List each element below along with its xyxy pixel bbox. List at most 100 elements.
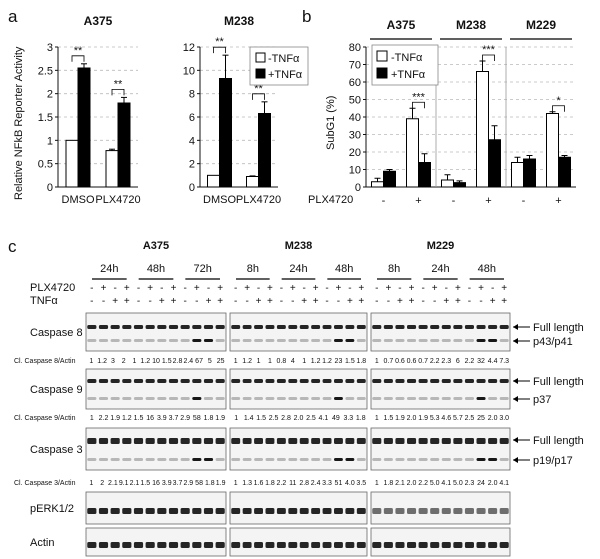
chart-b-bar <box>441 179 454 188</box>
blot-band <box>345 508 355 514</box>
blot-tnf-sign: - <box>291 296 294 307</box>
blot-plx-sign: - <box>325 283 328 294</box>
blot-band <box>322 438 332 444</box>
blot-band <box>192 379 202 383</box>
blot-tnf-sign: - <box>387 296 390 307</box>
blot-band <box>311 458 321 461</box>
quant-value: 1.4 <box>244 415 254 422</box>
blot-band <box>441 397 451 400</box>
blot-right-label: Full length <box>533 435 584 447</box>
blot-tnf-sign: + <box>490 296 496 307</box>
blot-band <box>265 339 275 342</box>
blot-band <box>87 508 97 514</box>
blot-band <box>488 542 498 548</box>
blot-band <box>265 458 275 461</box>
quant-value: 1.9 <box>215 415 225 422</box>
blot-timepoint-label: 72h <box>193 263 211 275</box>
blot-band <box>407 438 417 444</box>
chart-b-bar <box>511 162 524 188</box>
panel-a-ylabel: Relative NFkB Reporter Activity <box>13 46 25 200</box>
quant-value: 2.1 <box>108 480 118 487</box>
blot-band <box>215 438 225 444</box>
panel-b-ylabel: SubG1 (%) <box>325 96 337 150</box>
blot-band <box>418 397 428 400</box>
quant-value: 1 <box>268 358 272 365</box>
quant-value: 2.8 <box>173 358 183 365</box>
blot-band <box>276 379 286 383</box>
m238-bar <box>246 176 259 188</box>
blot-plx-sign: + <box>194 283 200 294</box>
blot-band <box>372 458 382 461</box>
blot-band <box>488 397 498 400</box>
quant-value: 4.4 <box>488 358 498 365</box>
quant-value: 1.9 <box>110 415 120 422</box>
a375-sig-bracket <box>111 89 125 96</box>
quant-value: 1.8 <box>384 480 394 487</box>
blot-band <box>453 438 463 444</box>
quant-value: 3.7 <box>169 415 179 422</box>
blot-band <box>453 325 463 329</box>
chart-b-bar <box>383 170 396 188</box>
blot-plx-sign: - <box>90 283 93 294</box>
chart-b-xtick-label: - <box>522 195 526 207</box>
quant-value: 2.2 <box>418 480 428 487</box>
chart-b-ytick-label: 80 <box>349 42 361 54</box>
blot-band <box>476 397 486 400</box>
blot-tnf-sign: - <box>421 296 424 307</box>
a375-bar <box>105 150 119 188</box>
chart-a-m238: M238 0 2 4 6 8 10 12 DMSO ** PLX4720 ** <box>183 14 281 206</box>
blot-membrane <box>370 427 511 471</box>
blot-band <box>299 438 309 444</box>
blot-right-label: Full length <box>533 322 584 334</box>
quant-value: 2.2 <box>277 480 287 487</box>
blot-membrane <box>370 491 511 525</box>
blot-plx-sign: + <box>244 283 250 294</box>
blot-timepoint-label: 24h <box>431 263 449 275</box>
m238-bar <box>219 78 232 188</box>
blot-band <box>441 542 451 548</box>
quant-value: 2.9 <box>183 480 193 487</box>
blot-band <box>157 325 167 329</box>
blot-band <box>356 339 366 342</box>
blot-band <box>122 339 132 342</box>
blot-tnf-sign: - <box>325 296 328 307</box>
blot-band <box>276 542 286 548</box>
blot-tnf-sign: - <box>468 296 471 307</box>
blot-tnf-sign: + <box>112 296 118 307</box>
chart-b-group-title: M238 <box>456 18 486 32</box>
blot-timepoint-label: 8h <box>247 263 259 275</box>
chart-b-bar <box>371 181 384 188</box>
blot-band <box>395 397 405 400</box>
blot-band <box>430 339 440 342</box>
blot-band <box>383 339 393 342</box>
blot-band <box>356 458 366 461</box>
blot-cell-title: A375 <box>143 240 169 252</box>
quant-value: 1 <box>234 415 238 422</box>
quant-value: 49 <box>332 415 340 422</box>
blot-band <box>372 508 382 514</box>
quant-value: 1.5 <box>134 415 144 422</box>
legend-b-label: -TNFα <box>391 52 423 64</box>
blot-band <box>464 397 474 400</box>
blot-band <box>322 397 332 400</box>
blot-band <box>356 325 366 329</box>
blot-membrane <box>229 368 368 410</box>
quant-value: 2.2 <box>465 358 475 365</box>
blot-band <box>395 542 405 548</box>
quant-value: 2.3 <box>465 480 475 487</box>
blot-band <box>464 458 474 461</box>
blot-band <box>203 397 214 400</box>
quant-value: 1.5 <box>345 358 355 365</box>
blot-band <box>254 438 263 444</box>
blot-tnf-sign: + <box>347 296 353 307</box>
blot-band <box>418 438 428 444</box>
blot-plx-sign: + <box>313 283 319 294</box>
blot-right-label: p37 <box>533 394 551 406</box>
quant-value: 1.6 <box>254 480 264 487</box>
blot-band <box>430 458 440 461</box>
blot-band <box>254 397 263 400</box>
blot-plx-sign: + <box>171 283 177 294</box>
blot-membrane <box>370 527 511 557</box>
